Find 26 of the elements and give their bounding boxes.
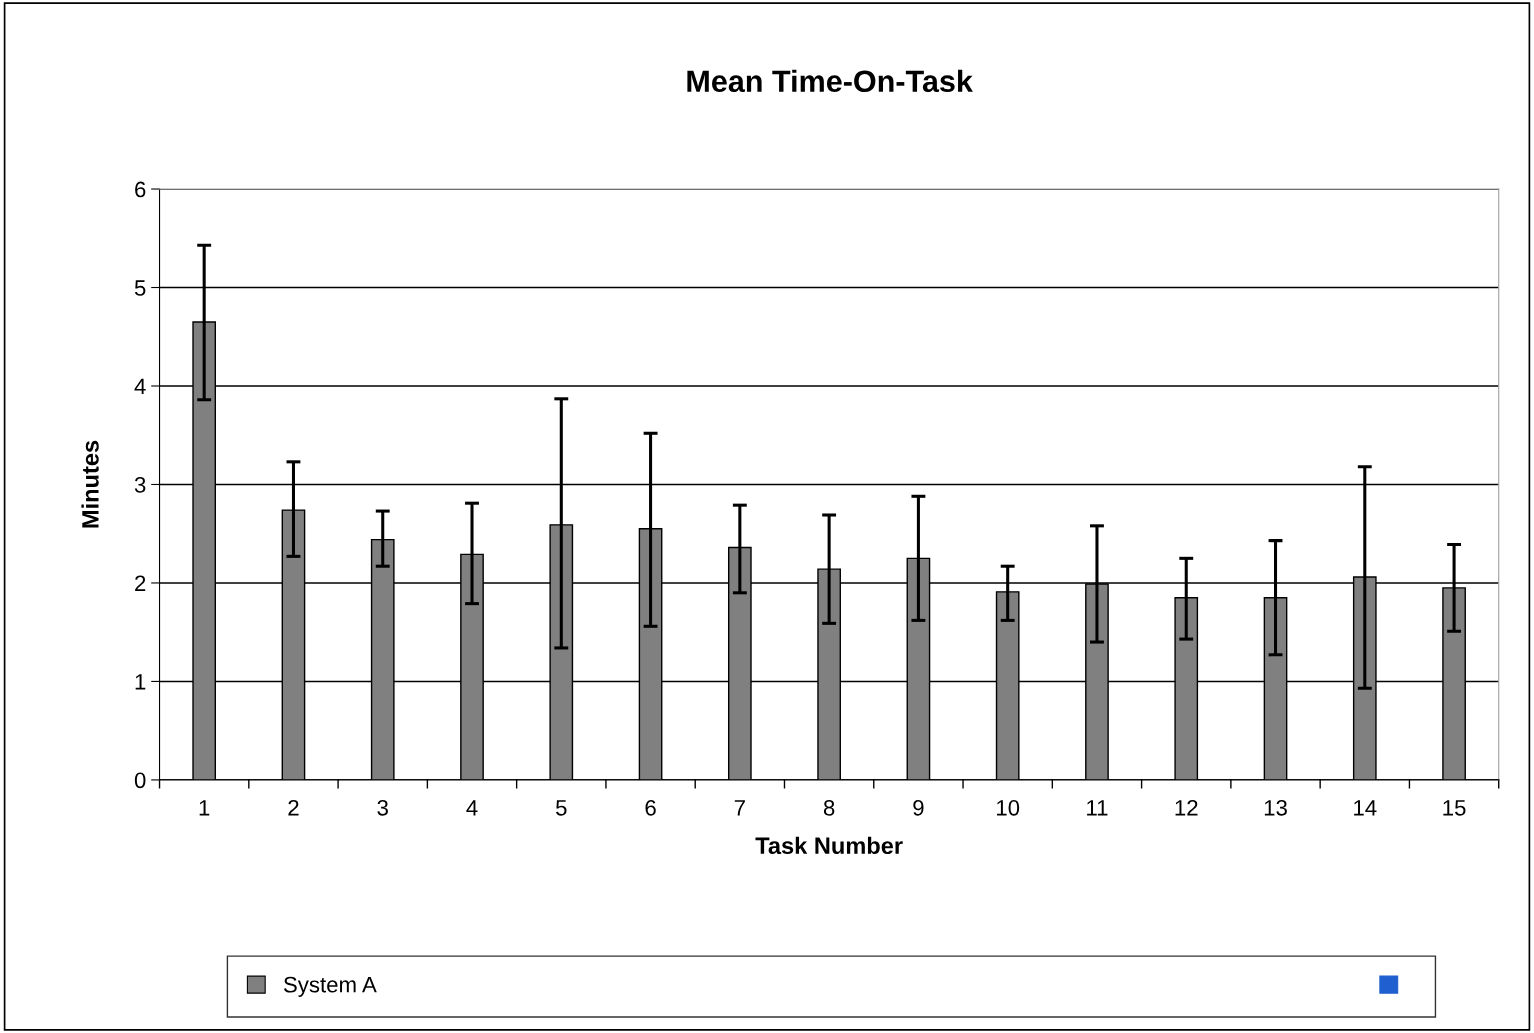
y-tick-label: 1 — [135, 674, 146, 690]
x-tick-label: 13 — [1264, 799, 1287, 816]
x-tick-label: 1 — [199, 800, 210, 816]
legend-label: System A — [283, 976, 377, 997]
x-tick-label: 9 — [913, 799, 924, 816]
y-tick-label: 0 — [134, 772, 146, 789]
x-tick-label: 15 — [1443, 800, 1466, 816]
x-axis-title: Task Number — [755, 836, 903, 855]
y-tick-label: 5 — [134, 280, 146, 296]
x-tick-label: 2 — [288, 799, 299, 816]
x-tick-label: 12 — [1175, 799, 1198, 816]
y-tick-label: 4 — [134, 378, 146, 395]
y-tick-label: 6 — [135, 181, 146, 198]
x-tick-label: 10 — [997, 799, 1020, 816]
x-tick-label: 3 — [377, 799, 388, 816]
y-axis-title: Minutes — [81, 440, 99, 528]
x-tick-label: 5 — [556, 800, 567, 816]
x-tick-label: 6 — [645, 799, 656, 816]
chart-title: Mean Time-On-Task — [687, 69, 973, 93]
x-tick-label: 14 — [1354, 800, 1377, 816]
x-tick-label: 8 — [823, 799, 835, 816]
x-tick-label: 11 — [1087, 800, 1108, 816]
x-tick-label: 4 — [466, 800, 478, 816]
y-tick-label: 3 — [134, 477, 146, 493]
x-tick-label: 7 — [734, 800, 745, 816]
y-tick-label: 2 — [135, 575, 146, 592]
